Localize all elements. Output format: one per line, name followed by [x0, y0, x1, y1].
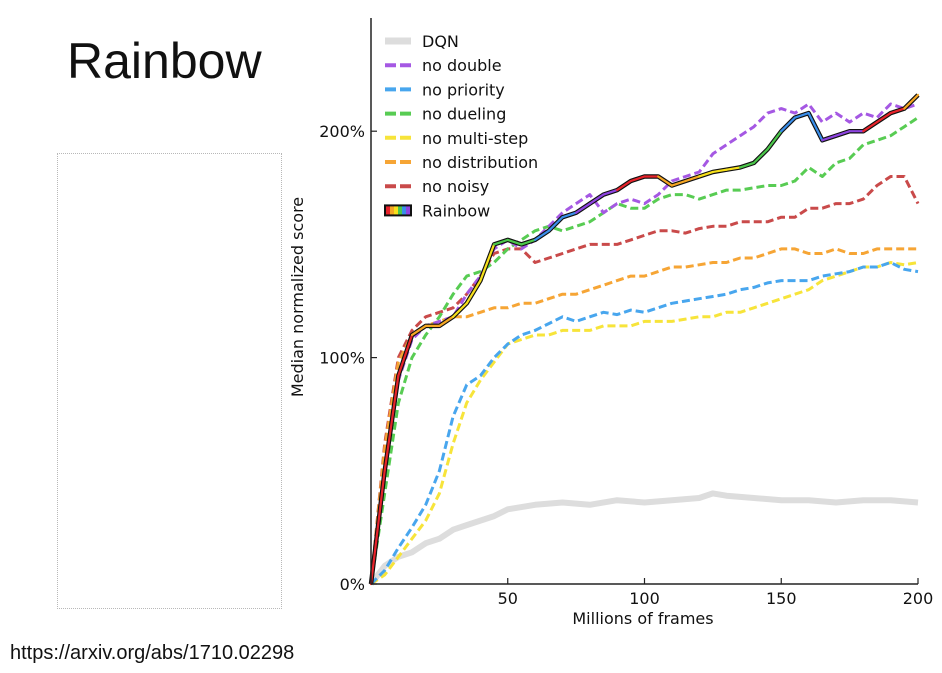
series-segment-rainbow: [725, 166, 742, 171]
x-axis-label: Millions of frames: [572, 609, 713, 628]
y-tick-label: 100%: [319, 349, 365, 368]
legend-label-no-distribution: no distribution: [422, 153, 538, 172]
series-segment-rainbow: [410, 324, 427, 337]
legend: DQN no double no priority no dueling no mult…: [384, 32, 538, 220]
y-tick-label: 0%: [340, 575, 365, 594]
series-segment-rainbow: [698, 170, 714, 178]
x-tick-label: 100: [629, 589, 660, 608]
y-tick-label: 200%: [319, 122, 365, 141]
series-segment-rainbow: [862, 121, 879, 133]
source-link[interactable]: https://arxiv.org/abs/1710.02298: [10, 642, 295, 664]
series-segment-rainbow: [889, 107, 906, 115]
series-segment-rainbow: [451, 302, 468, 318]
series-segment-rainbow: [383, 374, 400, 472]
series-segment-rainbow: [506, 238, 523, 246]
series-segment-rainbow: [575, 202, 591, 214]
series-segment-rainbow: [752, 148, 769, 164]
series-segment-rainbow: [369, 469, 386, 586]
series-segment-rainbow: [834, 130, 851, 137]
legend-swatch-rainbow-band: [386, 206, 390, 215]
axes: 50 100 150 200 0% 100% 200%: [319, 18, 933, 608]
series-line-no-double: [369, 102, 919, 585]
x-tick-label: 50: [498, 589, 518, 608]
series-line-dqn: [368, 490, 919, 586]
legend-label-no-dueling: no dueling: [422, 105, 506, 124]
series-segment-rainbow: [821, 134, 838, 142]
series-segment-rainbow: [465, 279, 482, 305]
series-segment-rainbow: [807, 111, 824, 142]
y-axis-label: Median normalized score: [288, 197, 307, 397]
series-segment-rainbow: [766, 130, 783, 151]
series-segment-rainbow: [793, 111, 810, 119]
series-layer: [368, 93, 920, 586]
series-segment-rainbow: [657, 175, 673, 187]
series-line-no-distribution: [369, 247, 918, 585]
series-segment-rainbow: [561, 211, 578, 219]
legend-label-no-noisy: no noisy: [422, 177, 489, 196]
series-line-no-dueling: [369, 116, 919, 585]
legend-swatch-rainbow-band: [390, 206, 394, 215]
series-segment-rainbow: [629, 175, 646, 183]
series-segment-rainbow: [547, 216, 564, 232]
series-segment-rainbow: [875, 111, 892, 124]
series-segment-rainbow: [438, 315, 455, 328]
series-segment-rainbow: [520, 238, 537, 246]
x-tick-label: 200: [903, 589, 934, 608]
series-segment-rainbow: [739, 161, 756, 169]
legend-label-no-priority: no priority: [422, 80, 505, 99]
legend-swatch-rainbow-band: [398, 206, 402, 215]
legend-label-no-double: no double: [422, 56, 502, 75]
series-segment-rainbow: [780, 116, 797, 133]
series-line-no-priority: [369, 261, 919, 586]
series-segment-rainbow: [670, 179, 687, 187]
series-segment-rainbow: [588, 193, 605, 205]
legend-swatch-rainbow-band: [394, 206, 398, 215]
series-segment-rainbow: [533, 229, 550, 241]
series-segment-rainbow: [616, 179, 632, 192]
legend-label-no-multi-step: no multi-step: [422, 129, 528, 148]
x-tick-label: 150: [766, 589, 797, 608]
legend-label-rainbow: Rainbow: [422, 201, 490, 220]
series-segment-rainbow: [492, 238, 509, 246]
series-segment-rainbow: [602, 188, 619, 196]
slide-title: Rainbow: [67, 33, 262, 89]
legend-swatch-rainbow-band: [406, 206, 410, 215]
series-segment-rainbow: [479, 243, 496, 282]
series-line-no-multi-step: [370, 261, 919, 586]
series-line-no-noisy: [369, 175, 920, 585]
legend-swatch-rainbow-band: [402, 206, 406, 215]
series-segment-rainbow: [903, 93, 920, 110]
series-segment-rainbow: [711, 168, 728, 174]
image-placeholder: [57, 153, 282, 609]
series-segment-rainbow: [397, 333, 414, 377]
series-segment-rainbow: [684, 175, 701, 183]
legend-label-dqn: DQN: [422, 32, 459, 51]
